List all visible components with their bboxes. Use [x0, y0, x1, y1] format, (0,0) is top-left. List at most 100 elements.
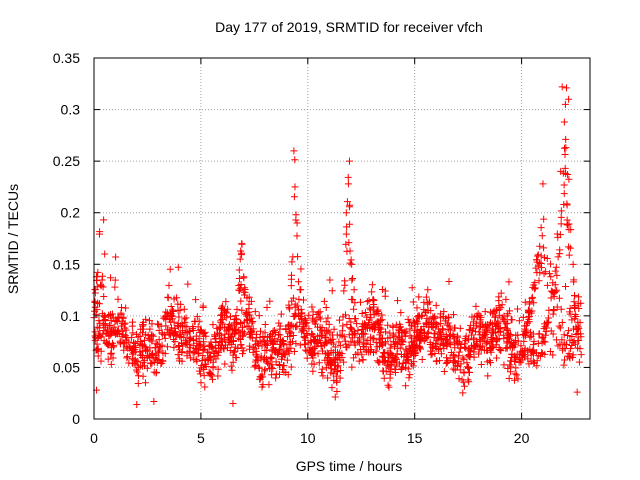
- data-point: [569, 351, 577, 359]
- data-point: [526, 333, 534, 341]
- data-point: [107, 350, 115, 358]
- data-point: [497, 347, 505, 355]
- data-point: [172, 332, 180, 340]
- x-tick-label: 5: [197, 430, 205, 446]
- data-point: [312, 343, 320, 351]
- data-point: [98, 310, 106, 318]
- data-point: [562, 84, 570, 92]
- data-point: [206, 354, 214, 362]
- data-point: [286, 305, 294, 313]
- data-point: [404, 315, 412, 323]
- data-point: [183, 340, 191, 348]
- data-point: [416, 333, 424, 341]
- data-point: [95, 230, 103, 238]
- data-point: [498, 301, 506, 309]
- data-point: [565, 220, 573, 228]
- data-point: [155, 336, 163, 344]
- data-point: [221, 360, 229, 368]
- data-point: [465, 364, 473, 372]
- data-point: [377, 335, 385, 343]
- data-point: [343, 198, 351, 206]
- data-point: [146, 336, 154, 344]
- data-point: [175, 313, 183, 321]
- data-point: [161, 334, 169, 342]
- data-point: [378, 342, 386, 350]
- data-point: [147, 359, 155, 367]
- data-point: [505, 278, 513, 286]
- data-point: [561, 151, 569, 159]
- data-point: [408, 284, 416, 292]
- data-point: [95, 324, 103, 332]
- data-point: [506, 361, 514, 369]
- data-point: [568, 342, 576, 350]
- data-point: [212, 335, 220, 343]
- data-point: [362, 348, 370, 356]
- data-point: [319, 347, 327, 355]
- data-point: [366, 323, 374, 331]
- data-point: [354, 326, 362, 334]
- data-point: [94, 268, 102, 276]
- data-point: [437, 350, 445, 358]
- data-point: [367, 333, 375, 341]
- data-point: [346, 259, 354, 267]
- data-point: [117, 304, 125, 312]
- y-axis-label: SRMTID / TECUs: [5, 184, 21, 294]
- data-point: [504, 364, 512, 372]
- data-point: [102, 329, 110, 337]
- data-point: [335, 316, 343, 324]
- data-point: [263, 341, 271, 349]
- data-point: [477, 322, 485, 330]
- data-point: [311, 320, 319, 328]
- data-point: [420, 306, 428, 314]
- data-point: [339, 322, 347, 330]
- data-point: [516, 356, 524, 364]
- data-point: [91, 297, 99, 305]
- data-point: [397, 351, 405, 359]
- data-point: [283, 345, 291, 353]
- data-point: [278, 340, 286, 348]
- data-point: [342, 209, 350, 217]
- data-point: [440, 340, 448, 348]
- data-point: [113, 329, 121, 337]
- data-point: [259, 332, 267, 340]
- data-point: [177, 333, 185, 341]
- data-point: [542, 268, 550, 276]
- data-point: [152, 369, 160, 377]
- data-point: [527, 357, 535, 365]
- y-tick-label: 0: [72, 411, 80, 427]
- data-point: [155, 355, 163, 363]
- data-point: [170, 343, 178, 351]
- data-point: [94, 345, 102, 353]
- data-point: [327, 338, 335, 346]
- data-point: [237, 297, 245, 305]
- data-point: [575, 293, 583, 301]
- data-point: [285, 321, 293, 329]
- data-point: [493, 354, 501, 362]
- data-point: [533, 258, 541, 266]
- data-point: [185, 349, 193, 357]
- data-point: [550, 293, 558, 301]
- data-point: [289, 294, 297, 302]
- data-point: [96, 300, 104, 308]
- data-point: [355, 357, 363, 365]
- data-point: [317, 315, 325, 323]
- data-point: [296, 341, 304, 349]
- data-point: [272, 370, 280, 378]
- data-point: [539, 180, 547, 188]
- data-point: [101, 320, 109, 328]
- data-point: [264, 359, 272, 367]
- data-point: [370, 326, 378, 334]
- data-point: [405, 319, 413, 327]
- data-point: [451, 324, 459, 332]
- data-point: [405, 374, 413, 382]
- data-point: [525, 309, 533, 317]
- data-point: [443, 336, 451, 344]
- data-point: [155, 348, 163, 356]
- data-point: [386, 361, 394, 369]
- data-point: [226, 325, 234, 333]
- data-point: [382, 339, 390, 347]
- data-point: [348, 295, 356, 303]
- data-point: [417, 327, 425, 335]
- data-point: [293, 219, 301, 227]
- data-point: [384, 381, 392, 389]
